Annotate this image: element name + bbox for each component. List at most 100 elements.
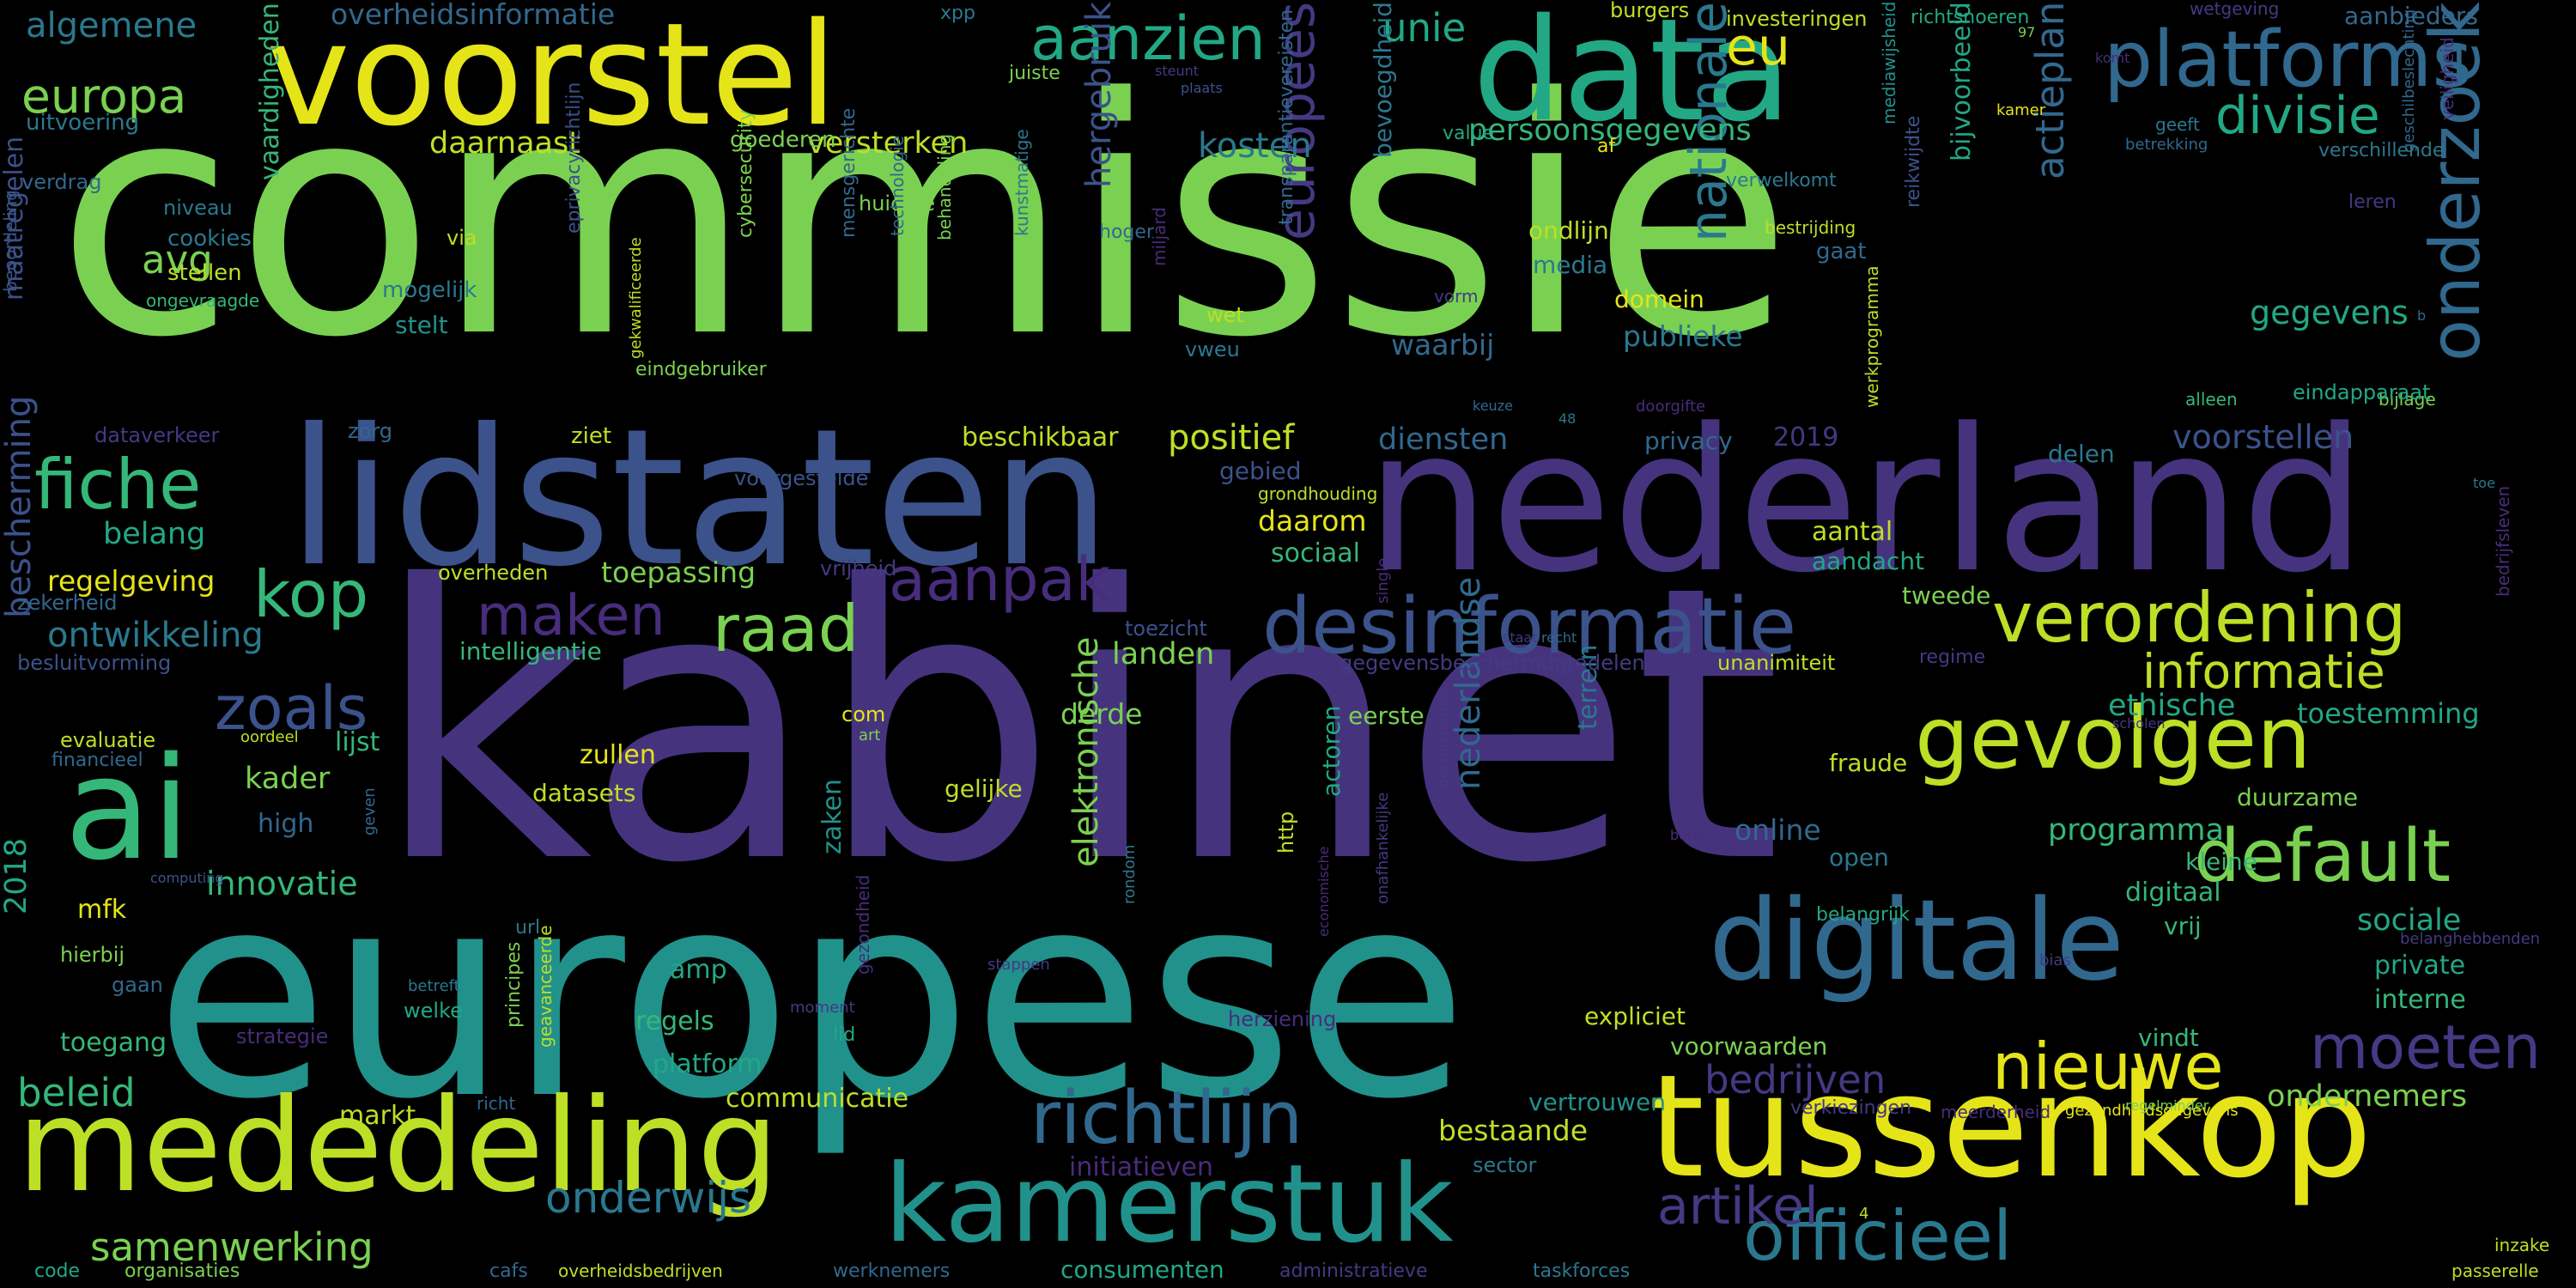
word-burgers: burgers <box>1610 0 1690 22</box>
word-privacy: privacy <box>1644 427 1733 455</box>
word-gegevensbescherming: gegevensbescherming <box>1340 651 1574 675</box>
word-keuze: keuze <box>1473 398 1513 414</box>
word-digitaal: digitaal <box>2125 878 2221 908</box>
word-vrijheid: vrijheid <box>820 556 897 580</box>
word-ai: ai <box>64 726 191 891</box>
word-economische: economische <box>1315 846 1332 937</box>
word-niveau: niveau <box>163 196 233 220</box>
word-stellen: stellen <box>167 260 242 286</box>
word-regelminder: regelminder <box>2125 1097 2209 1114</box>
word-derde: derde <box>1060 697 1143 731</box>
word-verschillende: verschillende <box>2318 140 2445 161</box>
word-raad: raad <box>713 591 860 666</box>
word-richtsnoeren: richtsnoeren <box>1911 7 2030 28</box>
word-samenwerking: samenwerking <box>90 1224 374 1270</box>
word-richtlijn: richtlijn <box>1030 1076 1303 1161</box>
word-beoordeling: beoordeling <box>0 190 21 292</box>
word-gelijke: gelijke <box>945 775 1023 803</box>
word-zorg: zorg <box>348 419 392 443</box>
word-sociaal: sociaal <box>1271 538 1360 568</box>
word-betreft: betreft <box>408 977 460 995</box>
word-wet: wet <box>1206 303 1244 327</box>
word-4: 4 <box>1859 1205 1869 1223</box>
word-belangrijk: belangrijk <box>1816 904 1911 926</box>
word-leren: leren <box>2348 191 2397 213</box>
word-48: 48 <box>1558 410 1577 427</box>
word-aantal: aantal <box>1812 517 1893 547</box>
word-meerderheid: meerderheid <box>1941 1102 2051 1122</box>
word-url: url <box>515 917 541 939</box>
word-mogelijk: mogelijk <box>382 277 477 303</box>
word-positief: positief <box>1168 418 1295 458</box>
word-markt: markt <box>339 1101 416 1131</box>
word-vorm: vorm <box>1434 286 1479 307</box>
word-innovatie: innovatie <box>206 865 358 902</box>
word-landen: landen <box>1112 637 1215 671</box>
word-moeten: moeten <box>2310 1012 2541 1083</box>
word-versterken: versterken <box>807 126 969 161</box>
word-organisaties: organisaties <box>125 1261 240 1282</box>
word-eindapparaat: eindapparaat <box>2293 380 2431 404</box>
word-a: a <box>876 823 886 841</box>
word-b: b <box>2417 307 2427 324</box>
word-cafs: cafs <box>489 1261 528 1282</box>
word-eindgebruiker: eindgebruiker <box>635 359 767 380</box>
word-overheidsbedrijven: overheidsbedrijven <box>558 1261 723 1281</box>
word-juiste: juiste <box>1009 63 1060 84</box>
word-financieel: financieel <box>52 750 143 771</box>
word-open: open <box>1829 843 1889 872</box>
word-actieplan: actieplan <box>2027 2 2073 180</box>
word-hergebruik: hergebruik <box>1079 2 1119 189</box>
word-cookies: cookies <box>167 226 252 252</box>
word-ondlijn: ondlijn <box>1528 216 1609 245</box>
word-af: af <box>1597 136 1616 157</box>
word-publieke: publieke <box>1623 319 1743 353</box>
word-voorstellen: voorstellen <box>2172 418 2354 456</box>
word-bevoegdheid: bevoegdheid <box>1369 2 1397 158</box>
word-officieel: officieel <box>1743 1196 2013 1276</box>
word-administratieve: administratieve <box>1279 1261 1428 1282</box>
word-toepassing: toepassing <box>601 556 756 589</box>
word-grondhouding: grondhouding <box>1258 483 1378 504</box>
word-initiatieven: initiatieven <box>1069 1152 1213 1182</box>
word-stappen: stappen <box>987 956 1050 974</box>
word-dataverkeer: dataverkeer <box>94 423 220 447</box>
word-hoger: hoger <box>1099 222 1154 243</box>
word-richt: richt <box>477 1093 516 1114</box>
word-fraude: fraude <box>1829 749 1908 777</box>
word-ondernemers: ondernemers <box>2267 1079 2468 1114</box>
word-alleen: alleen <box>2185 389 2238 410</box>
word-beschikbaar: beschikbaar <box>962 422 1119 453</box>
word-computing: computing <box>150 870 224 886</box>
word-verordening: verordening <box>1992 578 2407 658</box>
word-duurzame: duurzame <box>2237 783 2359 811</box>
word-persoonsgegevens: persoonsgegevens <box>1468 113 1752 148</box>
word-recht: recht <box>1541 629 1577 646</box>
word-bestrijding: bestrijding <box>1765 217 1856 238</box>
word-investeringen: investeringen <box>1726 7 1868 31</box>
word-lijst: lijst <box>335 727 380 757</box>
word-goederen: goederen <box>730 127 836 153</box>
word-programma: programma <box>2048 813 2224 848</box>
word-plaats: plaats <box>1181 80 1223 96</box>
word-overheidsinformatie: overheidsinformatie <box>331 0 616 31</box>
word-vertrouwen: vertrouwen <box>1528 1088 1666 1116</box>
word-behandeling: behandeling <box>934 133 955 240</box>
word-unie: unie <box>1382 5 1467 51</box>
word-via: via <box>447 226 477 250</box>
word-voorstel: voorstel <box>266 0 838 157</box>
word-gezondheid: gezondheid <box>853 874 873 975</box>
word-gevolgen: gevolgen <box>1915 688 2312 788</box>
word-kader: kader <box>245 762 331 796</box>
word-staat: staat <box>1503 629 1538 646</box>
word-vweu: vweu <box>1185 337 1240 361</box>
word-amp: amp <box>670 955 727 985</box>
word-eu: eu <box>1726 17 1790 77</box>
word-wetgeving: wetgeving <box>2190 0 2280 19</box>
word-sociale: sociale <box>2357 903 2462 938</box>
word-gekwalificeerde: gekwalificeerde <box>627 237 645 359</box>
word-fiche: fiche <box>34 445 202 525</box>
word-geeft: geeft <box>2155 114 2200 135</box>
word-performance: performance <box>1434 689 1452 788</box>
